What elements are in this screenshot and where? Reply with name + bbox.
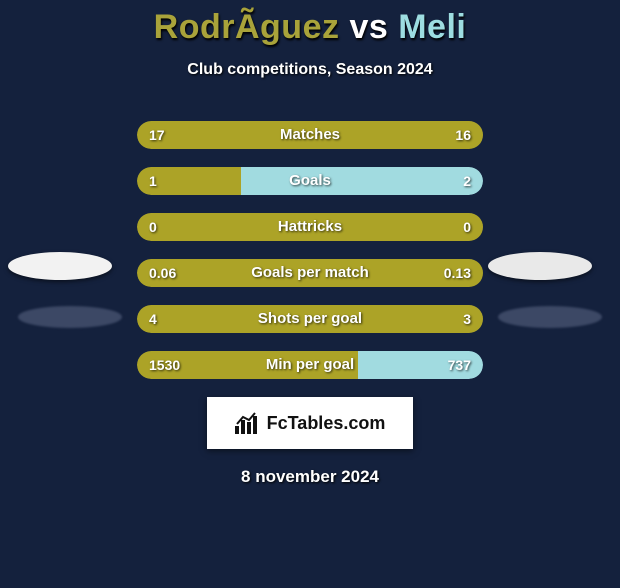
stat-label: Shots per goal [137,305,483,333]
brand-text: FcTables.com [267,413,386,434]
player2-name: Meli [398,8,466,46]
stat-row: 12Goals [137,167,483,195]
brand-chart-icon [235,412,261,434]
date-text: 8 november 2024 [0,467,620,487]
stat-label: Goals per match [137,259,483,287]
stat-rows: 1716Matches 12Goals 00Hattricks 0.060.13Goa… [0,121,620,379]
stat-label: Matches [137,121,483,149]
stat-row: 1530737Min per goal [137,351,483,379]
player1-name: RodrÃ­guez [154,8,340,46]
brand-badge: FcTables.com [207,397,413,449]
stat-label: Hattricks [137,213,483,241]
stat-row: 0.060.13Goals per match [137,259,483,287]
vs-text: vs [349,8,388,46]
stat-row: 1716Matches [137,121,483,149]
subtitle: Club competitions, Season 2024 [0,61,620,79]
stat-label: Goals [137,167,483,195]
stat-label: Min per goal [137,351,483,379]
comparison-title: RodrÃ­guez vs Meli [0,8,620,47]
stat-row: 43Shots per goal [137,305,483,333]
stat-row: 00Hattricks [137,213,483,241]
